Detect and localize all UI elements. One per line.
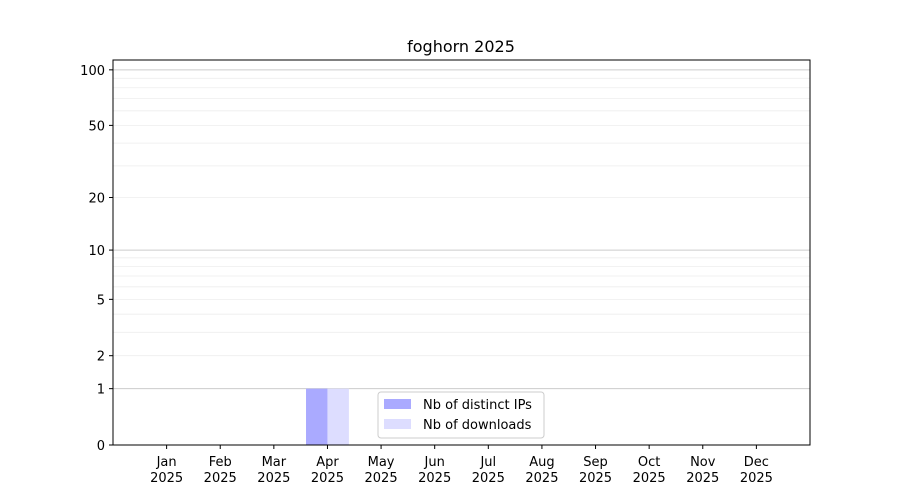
x-tick-label: Mar — [262, 455, 287, 470]
x-tick-label: 2025 — [150, 471, 183, 486]
y-tick-label: 5 — [97, 293, 105, 308]
x-tick-label: 2025 — [311, 471, 344, 486]
x-tick-label: Nov — [690, 455, 716, 470]
bars — [306, 388, 349, 445]
x-tick-label: 2025 — [740, 471, 773, 486]
x-tick-label: 2025 — [257, 471, 290, 486]
x-tick-label: 2025 — [365, 471, 398, 486]
legend-box — [377, 391, 545, 439]
legend-label: Nb of distinct IPs — [423, 398, 532, 413]
x-tick-label: Sep — [583, 455, 608, 470]
chart-title: foghorn 2025 — [407, 37, 515, 56]
x-tick-label: 2025 — [472, 471, 505, 486]
y-tick-label: 50 — [88, 119, 105, 134]
x-tick-label: Jul — [479, 455, 496, 470]
x-tick-label: 2025 — [686, 471, 719, 486]
x-tick-label: Feb — [209, 455, 232, 470]
x-tick-label: Jun — [424, 455, 445, 470]
y-tick-label: 2 — [97, 350, 105, 365]
y-tick-label: 10 — [88, 244, 105, 259]
y-tick-label: 100 — [80, 64, 105, 79]
bar-downloads — [327, 388, 349, 445]
grid — [113, 69, 810, 446]
x-tick-label: Oct — [638, 455, 660, 470]
x-tick-label: 2025 — [525, 471, 558, 486]
plot-frame — [112, 59, 811, 446]
legend-swatch — [384, 419, 411, 429]
y-tick-label: 20 — [88, 192, 105, 207]
x-tick-label: Dec — [744, 455, 769, 470]
x-tick-label: 2025 — [579, 471, 612, 486]
legend-label: Nb of downloads — [423, 418, 532, 433]
x-tick-label: 2025 — [204, 471, 237, 486]
x-tick-label: May — [368, 455, 395, 470]
legend: Nb of distinct IPs Nb of downloads — [377, 391, 545, 439]
x-tick-label: Aug — [529, 455, 554, 470]
x-tick-label: Apr — [316, 455, 339, 470]
x-tick-label: 2025 — [418, 471, 451, 486]
axes: 0125102050100Jan2025Feb2025Mar2025Apr202… — [80, 59, 811, 486]
x-tick-label: Jan — [156, 455, 177, 470]
x-tick-label: 2025 — [633, 471, 666, 486]
y-tick-label: 0 — [97, 439, 105, 454]
y-tick-label: 1 — [97, 383, 105, 398]
legend-swatch — [384, 399, 411, 409]
bar-distinct-ips — [306, 388, 328, 445]
